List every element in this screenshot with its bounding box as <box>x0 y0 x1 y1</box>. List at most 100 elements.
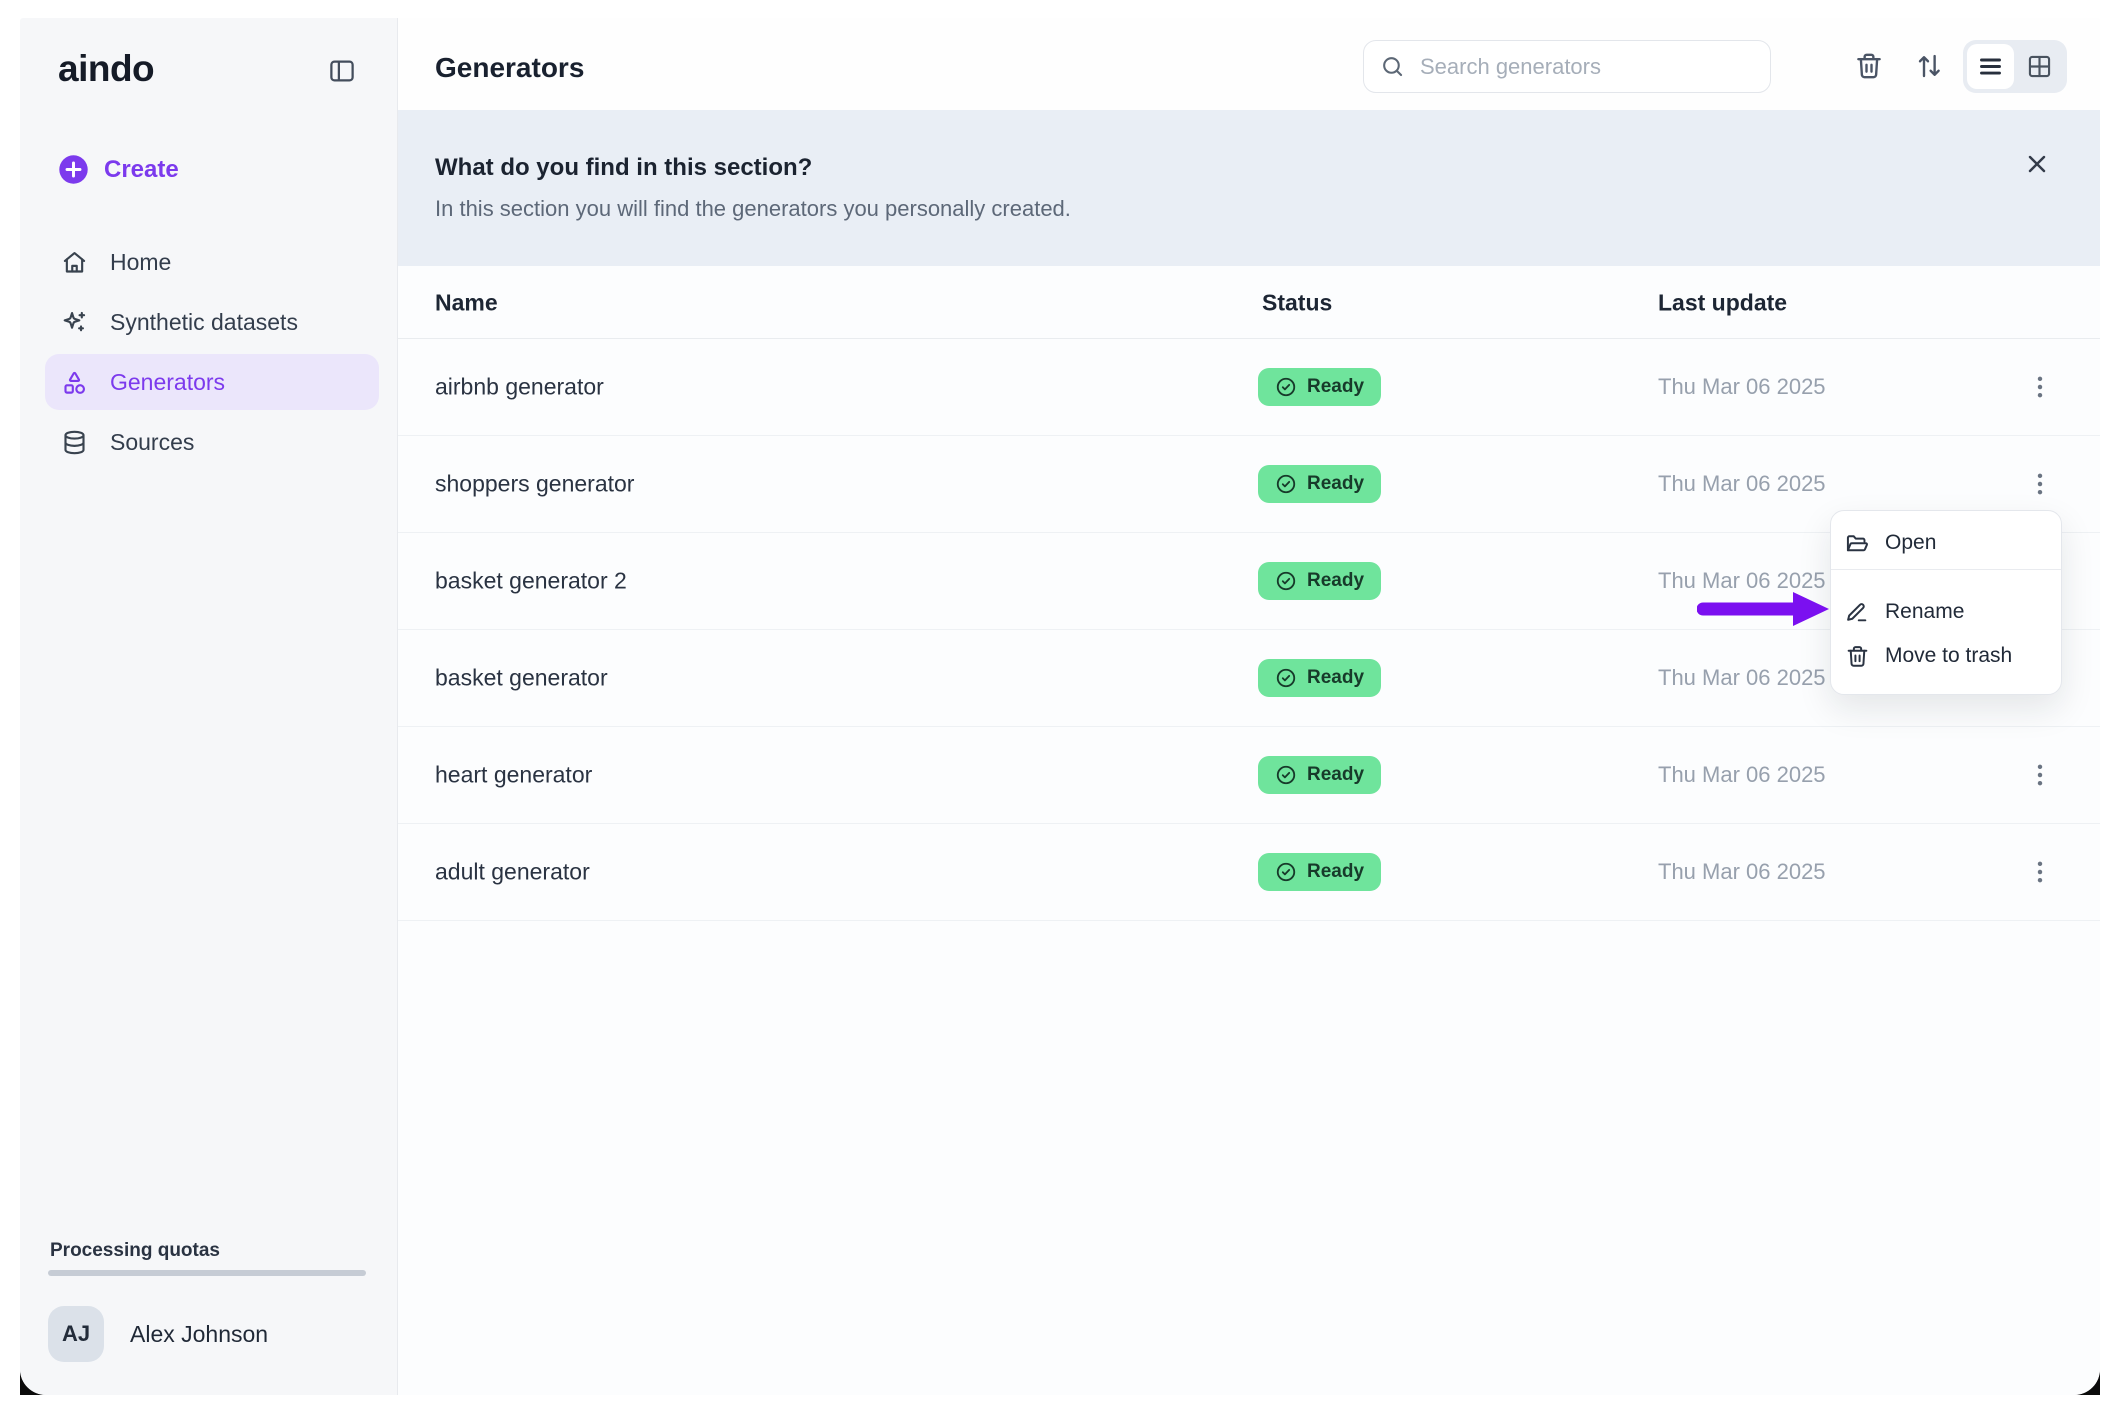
check-circle-icon <box>1275 667 1297 689</box>
generator-name: heart generator <box>435 761 593 788</box>
sort-button[interactable] <box>1914 51 1944 81</box>
column-header-status: Status <box>1262 289 1333 316</box>
sidebar-item-label: Generators <box>110 368 226 395</box>
main-panel: Generators <box>398 18 2100 1395</box>
check-circle-icon <box>1275 764 1297 786</box>
column-header-name: Name <box>435 289 498 316</box>
topbar: Generators <box>398 18 2100 110</box>
generator-name: shoppers generator <box>435 470 635 497</box>
sidebar-collapse-button[interactable] <box>327 56 357 86</box>
table-row[interactable]: shoppers generator Ready Thu Mar 06 2025 <box>398 436 2100 533</box>
generator-name: airbnb generator <box>435 373 604 400</box>
check-circle-icon <box>1275 861 1297 883</box>
sidebar-item-generators[interactable]: Generators <box>45 354 379 410</box>
plus-circle-icon <box>58 154 89 185</box>
menu-item-label: Move to trash <box>1885 644 2013 667</box>
create-button[interactable]: Create <box>58 154 179 185</box>
shapes-icon <box>61 369 88 396</box>
row-actions-button[interactable] <box>2026 373 2054 401</box>
table-row[interactable]: adult generator Ready Thu Mar 06 2025 <box>398 824 2100 921</box>
search-icon <box>1380 54 1405 79</box>
list-view-button[interactable] <box>1967 44 2014 89</box>
status-label: Ready <box>1307 473 1365 494</box>
menu-item-move-to-trash[interactable]: Move to trash <box>1845 636 2047 676</box>
status-badge: Ready <box>1258 562 1382 600</box>
status-badge: Ready <box>1258 465 1382 503</box>
close-icon <box>2023 150 2051 178</box>
last-update-date: Thu Mar 06 2025 <box>1658 665 1826 690</box>
generator-name: basket generator 2 <box>435 567 627 594</box>
status-badge: Ready <box>1258 368 1382 406</box>
aindo-logo: aindo <box>58 48 155 89</box>
grid-view-button[interactable] <box>2016 44 2063 89</box>
search-box <box>1363 40 1771 93</box>
banner-subtitle: In this section you will find the genera… <box>435 196 1071 221</box>
sparkles-icon <box>61 309 88 336</box>
sidebar-item-home[interactable]: Home <box>45 234 379 290</box>
last-update-date: Thu Mar 06 2025 <box>1658 374 1826 399</box>
processing-quotas-label: Processing quotas <box>50 1240 220 1261</box>
menu-divider <box>1831 569 2061 570</box>
status-label: Ready <box>1307 764 1365 785</box>
banner-close-button[interactable] <box>2023 150 2051 178</box>
status-badge: Ready <box>1258 659 1382 697</box>
last-update-date: Thu Mar 06 2025 <box>1658 762 1826 787</box>
generator-name: adult generator <box>435 858 590 885</box>
create-label: Create <box>104 155 179 183</box>
table-row[interactable]: heart generator Ready Thu Mar 06 2025 <box>398 727 2100 824</box>
last-update-date: Thu Mar 06 2025 <box>1658 859 1826 884</box>
panel-toggle-icon <box>327 56 357 86</box>
row-actions-button[interactable] <box>2026 858 2054 886</box>
column-header-last-update: Last update <box>1658 289 1788 316</box>
table-row[interactable]: basket generator 2 Ready Thu Mar 06 2025 <box>398 533 2100 630</box>
list-view-icon <box>1977 53 2004 80</box>
annotation-arrow <box>1697 589 1832 629</box>
info-banner: What do you find in this section? In thi… <box>398 110 2100 266</box>
app-window: aindo Create <box>20 18 2100 1395</box>
processing-quotas-bar <box>48 1270 366 1276</box>
view-toggle <box>1963 40 2067 93</box>
row-context-menu: Open Rename Move to trash <box>1830 510 2062 695</box>
table-row[interactable]: airbnb generator Ready Thu Mar 06 2025 <box>398 339 2100 436</box>
sidebar-nav: Home Synthetic datasets <box>45 234 379 474</box>
status-label: Ready <box>1307 376 1365 397</box>
sort-arrows-icon <box>1914 51 1944 81</box>
status-label: Ready <box>1307 570 1365 591</box>
status-badge: Ready <box>1258 853 1382 891</box>
last-update-date: Thu Mar 06 2025 <box>1658 568 1826 593</box>
row-actions-button[interactable] <box>2026 470 2054 498</box>
sidebar-item-synthetic-datasets[interactable]: Synthetic datasets <box>45 294 379 350</box>
row-actions-button[interactable] <box>2026 761 2054 789</box>
check-circle-icon <box>1275 376 1297 398</box>
sidebar-item-sources[interactable]: Sources <box>45 414 379 470</box>
generator-table: airbnb generator Ready Thu Mar 06 2025 <box>398 339 2100 921</box>
check-circle-icon <box>1275 473 1297 495</box>
table-row[interactable]: basket generator Ready Thu Mar 06 2025 <box>398 630 2100 727</box>
avatar: AJ <box>48 1306 104 1362</box>
sidebar-item-label: Home <box>110 248 172 275</box>
status-label: Ready <box>1307 861 1365 882</box>
search-input[interactable] <box>1418 52 1754 81</box>
pencil-icon <box>1845 600 1870 625</box>
folder-open-icon <box>1845 531 1870 556</box>
trash-icon <box>1854 51 1884 81</box>
generator-name: basket generator <box>435 664 608 691</box>
table-header: Name Status Last update <box>398 266 2100 339</box>
sidebar: aindo Create <box>20 18 398 1395</box>
grid-view-icon <box>2026 53 2053 80</box>
check-circle-icon <box>1275 570 1297 592</box>
user-menu[interactable]: AJ Alex Johnson <box>48 1306 268 1362</box>
banner-title: What do you find in this section? <box>435 154 813 181</box>
menu-item-open[interactable]: Open <box>1845 523 2047 563</box>
trash-view-button[interactable] <box>1854 51 1884 81</box>
status-badge: Ready <box>1258 756 1382 794</box>
menu-item-rename[interactable]: Rename <box>1845 592 2047 632</box>
menu-item-label: Open <box>1885 531 1937 554</box>
trash-icon <box>1845 644 1870 669</box>
sidebar-item-label: Sources <box>110 428 195 455</box>
user-name: Alex Johnson <box>130 1320 269 1347</box>
last-update-date: Thu Mar 06 2025 <box>1658 471 1826 496</box>
page-title: Generators <box>435 52 585 83</box>
home-icon <box>61 249 88 276</box>
